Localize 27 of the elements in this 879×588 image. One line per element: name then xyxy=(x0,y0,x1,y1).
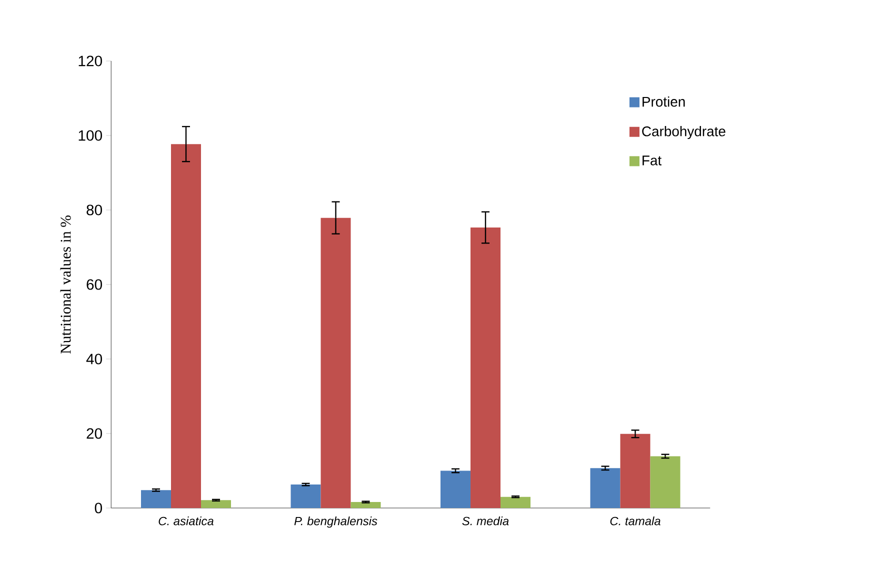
x-tick-label: P. benghalensis xyxy=(294,516,378,528)
bar xyxy=(201,500,232,508)
bar xyxy=(171,144,202,508)
y-tick-label: 20 xyxy=(86,428,102,439)
y-tick-label: 60 xyxy=(86,279,102,290)
y-tick-label: 120 xyxy=(78,56,102,66)
bar xyxy=(500,496,531,508)
y-tick-label: 40 xyxy=(86,354,102,364)
bar xyxy=(141,490,171,508)
bar xyxy=(470,228,501,508)
y-axis-title: Nutritional values in % xyxy=(60,215,71,354)
x-tick-label: S. media xyxy=(462,516,509,526)
y-tick-label: 80 xyxy=(86,204,102,216)
bar xyxy=(440,470,471,508)
y-tick-label: 0 xyxy=(94,502,102,514)
bar xyxy=(350,502,381,508)
bar xyxy=(320,218,351,508)
y-tick-label: 100 xyxy=(78,130,102,141)
x-tick-label: C. tamala xyxy=(610,516,660,526)
legend-label: Protien xyxy=(642,96,685,107)
bar xyxy=(620,434,650,508)
bar xyxy=(650,456,680,508)
legend-label: Fat xyxy=(642,156,662,166)
bar xyxy=(290,484,321,508)
bar xyxy=(590,468,620,508)
legend-label: Carbohydrate xyxy=(642,126,726,140)
x-tick-label: C. asiatica xyxy=(158,516,214,526)
